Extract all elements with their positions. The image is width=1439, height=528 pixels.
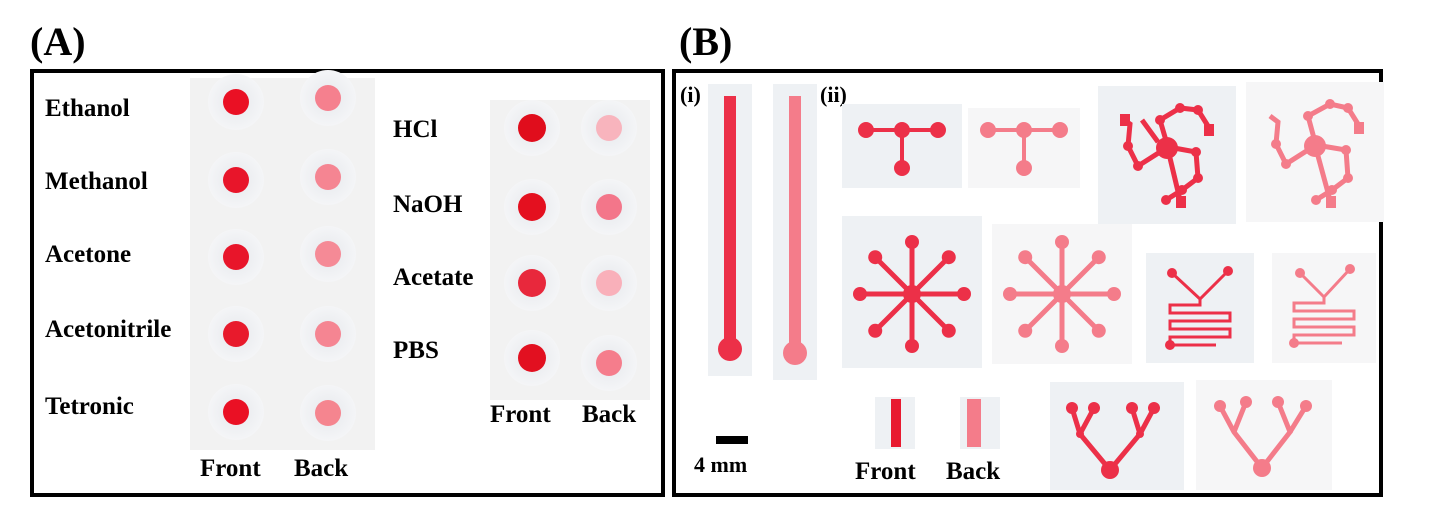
star-channel-back — [1003, 235, 1121, 353]
star-reservoir — [905, 339, 919, 353]
front-label-a-right: Front — [490, 401, 551, 428]
scale-bar — [716, 436, 748, 444]
straight-channel-back-reservoir — [783, 341, 807, 365]
star-reservoir — [868, 323, 883, 338]
front-label-b: Front — [855, 458, 916, 485]
short-channel-front — [891, 399, 901, 447]
back-spot-pbs — [596, 350, 622, 376]
star-reservoir — [853, 287, 867, 301]
front-label-a-left: Front — [200, 455, 261, 482]
star-reservoir — [1018, 250, 1033, 265]
star-center — [1053, 285, 1071, 303]
front-spot-acetonitrile — [223, 321, 249, 347]
front-spot-methanol — [223, 167, 249, 193]
tree-channel-back — [1214, 396, 1312, 477]
panel-b-frame — [672, 69, 1383, 497]
panel-a-label: (A) — [30, 19, 86, 64]
spiral-channel-front — [1120, 103, 1214, 208]
back-spot-tetronic — [315, 400, 341, 426]
solvent-label-naoh: NaOH — [393, 191, 463, 218]
star-reservoir — [1107, 287, 1121, 301]
star-reservoir — [1018, 323, 1033, 338]
front-spot-hcl — [518, 114, 546, 142]
front-spot-ethanol — [223, 89, 249, 115]
serpentine-channel-front — [1165, 266, 1233, 350]
solvent-label-methanol: Methanol — [45, 168, 148, 195]
front-spot-pbs — [518, 344, 546, 372]
star-reservoir — [1091, 250, 1106, 265]
back-spot-methanol — [315, 164, 341, 190]
back-spot-naoh — [596, 194, 622, 220]
solvent-label-pbs: PBS — [393, 337, 439, 364]
back-label-a-left: Back — [294, 455, 349, 482]
front-spot-acetone — [223, 244, 249, 270]
solvent-label-tetronic: Tetronic — [45, 393, 134, 420]
straight-channel-front-reservoir — [718, 337, 742, 361]
front-spot-acetate — [518, 269, 546, 297]
star-reservoir — [1055, 235, 1069, 249]
front-spot-tetronic — [223, 399, 249, 425]
panel-a-frame — [30, 69, 665, 497]
straight-channel-front — [724, 96, 736, 350]
back-label-a-right: Back — [582, 401, 637, 428]
solvent-label-acetone: Acetone — [45, 241, 132, 268]
subpanel-i-label: (i) — [680, 82, 701, 107]
solvent-label-ethanol: Ethanol — [45, 95, 130, 122]
short-channel-back — [967, 399, 981, 447]
star-reservoir — [941, 323, 956, 338]
solvent-label-hcl: HCl — [393, 116, 438, 143]
scale-bar-label: 4 mm — [694, 452, 748, 477]
star-center — [903, 285, 921, 303]
star-reservoir — [868, 250, 883, 265]
star-reservoir — [905, 235, 919, 249]
solvent-label-acetonitrile: Acetonitrile — [45, 316, 172, 343]
star-reservoir — [941, 250, 956, 265]
spiral-channel-back — [1268, 99, 1364, 208]
t-channel-back — [980, 122, 1068, 176]
back-spot-hcl — [596, 115, 622, 141]
panel-b-label: (B) — [679, 19, 733, 64]
subpanel-ii-label: (ii) — [820, 82, 847, 107]
back-spot-acetonitrile — [315, 321, 341, 347]
back-spot-ethanol — [315, 85, 341, 111]
back-label-b: Back — [946, 458, 1001, 485]
back-spot-acetate — [596, 270, 622, 296]
t-channel-front — [858, 122, 946, 176]
front-spot-naoh — [518, 193, 546, 221]
solvent-label-acetate: Acetate — [393, 264, 474, 291]
serpentine-channel-back — [1289, 264, 1356, 348]
straight-channel-back — [789, 96, 801, 354]
star-reservoir — [1091, 323, 1106, 338]
star-reservoir — [957, 287, 971, 301]
tree-channel-front — [1066, 402, 1160, 479]
star-reservoir — [1003, 287, 1017, 301]
back-spot-acetone — [315, 241, 341, 267]
star-channel-front — [853, 235, 971, 353]
star-reservoir — [1055, 339, 1069, 353]
